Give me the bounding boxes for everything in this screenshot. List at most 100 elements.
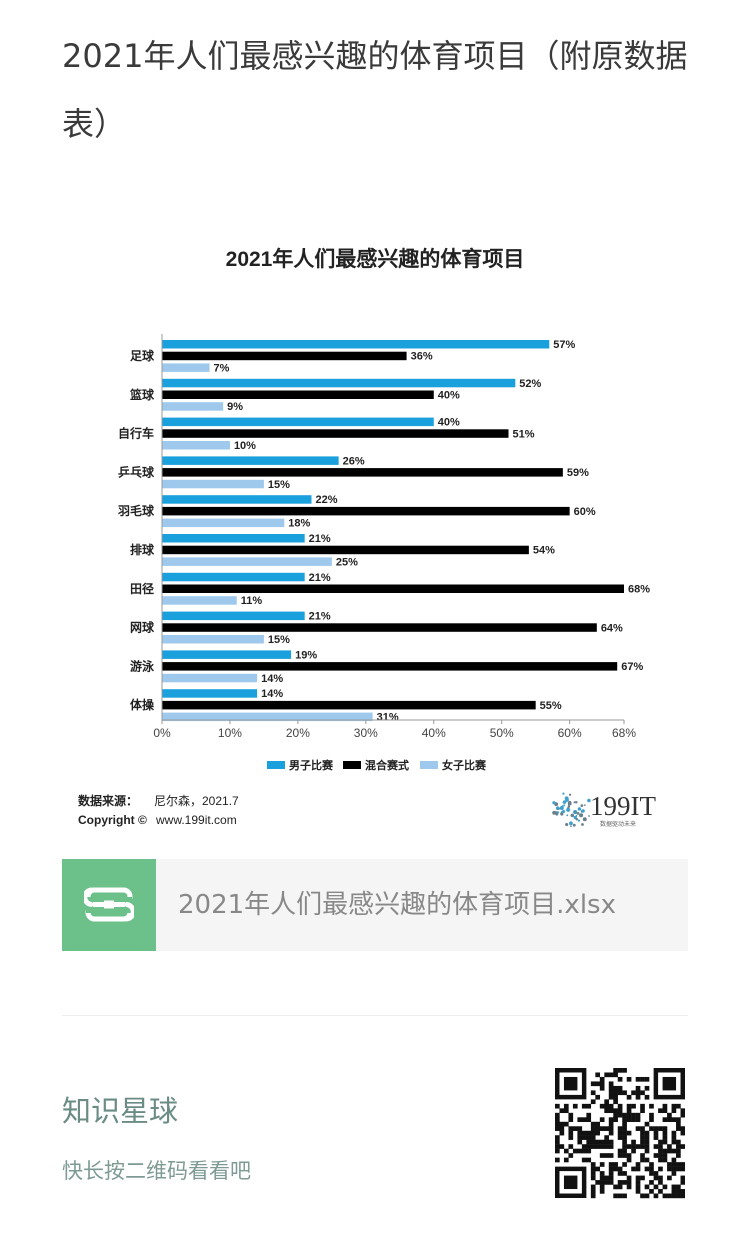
x-tick-label: 20%: [286, 726, 310, 740]
bar-value-label: 67%: [621, 661, 643, 673]
bar-value-label: 22%: [315, 494, 337, 506]
bar-value-label: 55%: [540, 700, 562, 712]
bar: [162, 557, 332, 566]
attachment-filename[interactable]: 2021年人们最感兴趣的体育项目.xlsx: [178, 890, 616, 920]
legend-label: 混合赛式: [365, 758, 409, 772]
bar-value-label: 40%: [438, 417, 460, 429]
chart-figure: 2021年人们最感兴趣的体育项目 57% 36% 7% 52% 40% 9% 40% 51% 1…: [62, 225, 688, 845]
logo-tagline: 数据驱动未来: [600, 820, 636, 828]
bar: [162, 351, 407, 361]
bar: [162, 495, 312, 504]
category-label: 游泳: [130, 658, 155, 673]
bar: [162, 584, 624, 593]
bar-value-label: 60%: [574, 506, 596, 518]
bar-value-label: 15%: [268, 479, 290, 491]
logo-text: 199IT: [590, 791, 656, 821]
category-label: 篮球: [129, 387, 155, 402]
bar-value-label: 36%: [411, 351, 433, 363]
category-label: 乒乓球: [118, 464, 155, 479]
legend-swatch: [420, 761, 438, 769]
bar-value-label: 14%: [261, 688, 283, 700]
x-tick-label: 68%: [612, 726, 636, 740]
category-label: 排球: [130, 542, 155, 557]
x-tick-label: 60%: [558, 726, 582, 740]
bar-value-label: 51%: [513, 428, 535, 440]
chart-title: 2021年人们最感兴趣的体育项目: [226, 247, 525, 271]
source-label: 数据来源：: [78, 793, 138, 808]
category-label: 羽毛球: [118, 503, 155, 518]
section-divider: [62, 1015, 688, 1016]
bar-value-label: 52%: [519, 378, 541, 390]
bar-value-label: 14%: [261, 673, 283, 685]
copyright-text: www.199it.com: [155, 813, 237, 827]
bar: [162, 611, 305, 621]
x-tick-label: 0%: [153, 726, 171, 740]
bar: [162, 402, 224, 411]
x-tick-label: 10%: [218, 726, 242, 740]
bar-value-label: 19%: [295, 649, 317, 661]
bar-value-label: 68%: [628, 584, 650, 596]
category-label: 自行车: [118, 426, 154, 441]
bar: [162, 572, 305, 582]
attachment-card[interactable]: 2021年人们最感兴趣的体育项目.xlsx: [62, 859, 688, 951]
bar-chart: 2021年人们最感兴趣的体育项目 57% 36% 7% 52% 40% 9% 40% 51% 1…: [78, 247, 656, 828]
x-tick-label: 30%: [354, 726, 378, 740]
bar: [162, 340, 550, 349]
bar: [162, 363, 210, 372]
bar: [162, 456, 339, 465]
bar: [162, 673, 258, 683]
bar-value-label: 25%: [336, 556, 358, 568]
bar: [162, 623, 597, 632]
qr-code-icon[interactable]: [555, 1068, 686, 1200]
bar: [162, 635, 264, 644]
bar: [162, 468, 563, 477]
bar: [162, 534, 305, 543]
legend-swatch: [343, 761, 361, 769]
bar-value-label: 10%: [234, 440, 256, 452]
page-title: 2021年人们最感兴趣的体育项目（附原数据表）: [62, 37, 688, 143]
bar: [162, 712, 373, 722]
bar-value-label: 15%: [268, 634, 290, 646]
bar-value-label: 21%: [309, 572, 331, 584]
spreadsheet-s-icon: [62, 859, 156, 951]
bar: [162, 596, 237, 605]
bar: [162, 700, 536, 710]
chart-legend: 男子比赛 混合赛式 女子比赛: [267, 758, 487, 772]
promo-subtitle: 快长按二维码看看吧: [62, 1159, 251, 1183]
bar: [162, 506, 570, 516]
legend-label: 女子比赛: [442, 758, 487, 772]
category-label: 网球: [130, 620, 155, 635]
bar-value-label: 40%: [438, 390, 460, 402]
bar-value-label: 7%: [214, 362, 230, 374]
bar-value-label: 54%: [533, 545, 555, 557]
bar-value-label: 11%: [241, 595, 263, 607]
bar-value-label: 21%: [309, 533, 331, 545]
bar: [162, 417, 434, 427]
bar: [162, 441, 230, 450]
x-tick-label: 50%: [490, 726, 514, 740]
bar: [162, 689, 258, 698]
bar: [162, 662, 618, 671]
copyright-label: Copyright ©: [78, 813, 147, 827]
bar-value-label: 57%: [553, 339, 575, 351]
category-label: 足球: [130, 348, 155, 363]
bar: [162, 650, 292, 659]
promo-title: 知识星球: [62, 1094, 179, 1128]
bar-value-label: 64%: [601, 622, 623, 634]
logo-199it-icon: 199IT 数据驱动未来: [552, 791, 656, 828]
category-label: 体操: [130, 697, 155, 712]
bar-value-label: 31%: [377, 712, 399, 724]
bar-value-label: 21%: [309, 611, 331, 623]
bar: [162, 479, 264, 489]
x-tick-label: 40%: [422, 726, 446, 740]
bar-value-label: 26%: [343, 455, 365, 467]
bar-value-label: 9%: [227, 401, 243, 413]
legend-label: 男子比赛: [289, 758, 334, 772]
legend-swatch: [267, 761, 285, 769]
chart-bars: 57% 36% 7% 52% 40% 9% 40% 51% 10% 26% 59% 15% 22% 60%…: [162, 339, 650, 724]
bar: [162, 390, 434, 399]
bar: [162, 518, 285, 528]
bar: [162, 545, 529, 555]
bar-value-label: 59%: [567, 467, 589, 479]
